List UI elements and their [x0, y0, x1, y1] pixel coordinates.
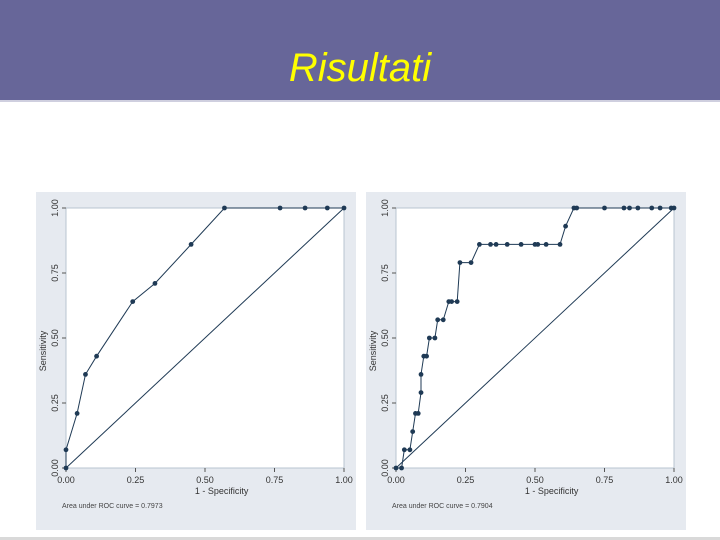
roc-point — [468, 260, 474, 265]
roc-point — [627, 205, 632, 211]
y-tick-label: 0.00 — [50, 459, 60, 477]
roc-chart-left: 0.00 0.25 0.50 0.75 1.00 0.00 0.25 0.50 0.75 1.00… — [38, 199, 353, 510]
x-tick-label: 0.00 — [387, 475, 405, 485]
roc-chart-panel-left: 0.00 0.25 0.50 0.75 1.00 0.00 0.25 0.50 0.75 1.00… — [36, 192, 356, 530]
roc-point — [415, 411, 421, 416]
roc-point — [410, 429, 416, 434]
roc-point — [341, 205, 347, 211]
roc-point — [477, 242, 482, 247]
y-tick-label: 1.00 — [380, 199, 390, 217]
x-tick-label: 0.25 — [457, 475, 475, 485]
slide-title: Risultati — [288, 46, 432, 90]
roc-point — [432, 335, 438, 341]
roc-point — [83, 372, 88, 377]
x-tick-label: 0.75 — [596, 475, 614, 485]
roc-point — [152, 281, 158, 286]
roc-point — [94, 353, 99, 359]
roc-point — [74, 411, 80, 416]
y-tick-label: 0.00 — [380, 459, 390, 477]
roc-point — [407, 447, 413, 453]
x-tick-label: 0.75 — [266, 475, 284, 485]
roc-point — [440, 317, 446, 323]
roc-point — [657, 205, 663, 211]
roc-point — [222, 205, 227, 211]
roc-point — [454, 299, 460, 304]
roc-point — [518, 242, 524, 247]
roc-point — [621, 205, 627, 211]
roc-point — [63, 465, 69, 471]
x-axis-label: 1 - Specificity — [525, 486, 579, 496]
roc-point — [418, 372, 424, 377]
roc-point — [671, 205, 677, 211]
roc-point — [457, 260, 463, 265]
roc-point — [563, 223, 568, 229]
roc-point — [435, 317, 441, 323]
roc-chart-panel-right: 0.00 0.25 0.50 0.75 1.00 0.00 0.25 0.50 0.75 1.00… — [366, 192, 686, 530]
roc-point — [504, 242, 510, 247]
x-tick-label: 0.50 — [526, 475, 544, 485]
roc-point — [488, 242, 493, 247]
roc-point — [574, 205, 580, 211]
y-tick-label: 0.25 — [380, 394, 390, 412]
y-axis-label: Sensitivity — [38, 330, 48, 371]
roc-chart-right: 0.00 0.25 0.50 0.75 1.00 0.00 0.25 0.50 0.75 1.00… — [368, 199, 683, 510]
roc-point — [418, 390, 424, 395]
roc-point — [602, 205, 607, 211]
roc-point — [426, 335, 432, 341]
roc-point — [399, 465, 404, 471]
bottom-divider — [0, 537, 720, 540]
x-tick-label: 1.00 — [665, 475, 683, 485]
roc-point — [401, 447, 407, 453]
x-tick-label: 0.25 — [127, 475, 145, 485]
y-tick-label: 0.75 — [50, 264, 60, 282]
roc-point — [188, 242, 194, 247]
roc-point — [393, 465, 399, 471]
roc-point — [324, 205, 330, 211]
x-tick-label: 0.50 — [196, 475, 214, 485]
roc-point — [649, 205, 655, 211]
roc-point — [449, 299, 454, 304]
reference-line — [395, 207, 675, 469]
roc-point — [277, 205, 283, 211]
auc-annotation: Area under ROC curve = 0.7973 — [62, 503, 163, 510]
roc-point — [63, 447, 69, 453]
roc-point — [424, 353, 429, 359]
y-axis-label: Sensitivity — [368, 330, 378, 371]
y-tick-label: 0.75 — [380, 264, 390, 282]
x-tick-label: 1.00 — [335, 475, 353, 485]
roc-point — [635, 205, 641, 211]
x-tick-label: 0.00 — [57, 475, 75, 485]
roc-point — [557, 242, 563, 247]
roc-point — [535, 242, 541, 247]
roc-curve-line — [396, 207, 674, 469]
y-tick-label: 0.25 — [50, 394, 60, 412]
title-banner: Risultati — [0, 0, 720, 102]
x-axis-label: 1 - Specificity — [195, 486, 249, 496]
y-tick-label: 0.50 — [380, 329, 390, 347]
roc-point — [493, 242, 499, 247]
roc-point — [302, 205, 308, 211]
reference-line — [65, 207, 345, 469]
roc-point — [130, 299, 136, 304]
y-tick-label: 0.50 — [50, 329, 60, 347]
auc-annotation: Area under ROC curve = 0.7904 — [392, 503, 493, 510]
roc-point — [543, 242, 549, 247]
y-tick-label: 1.00 — [50, 199, 60, 217]
